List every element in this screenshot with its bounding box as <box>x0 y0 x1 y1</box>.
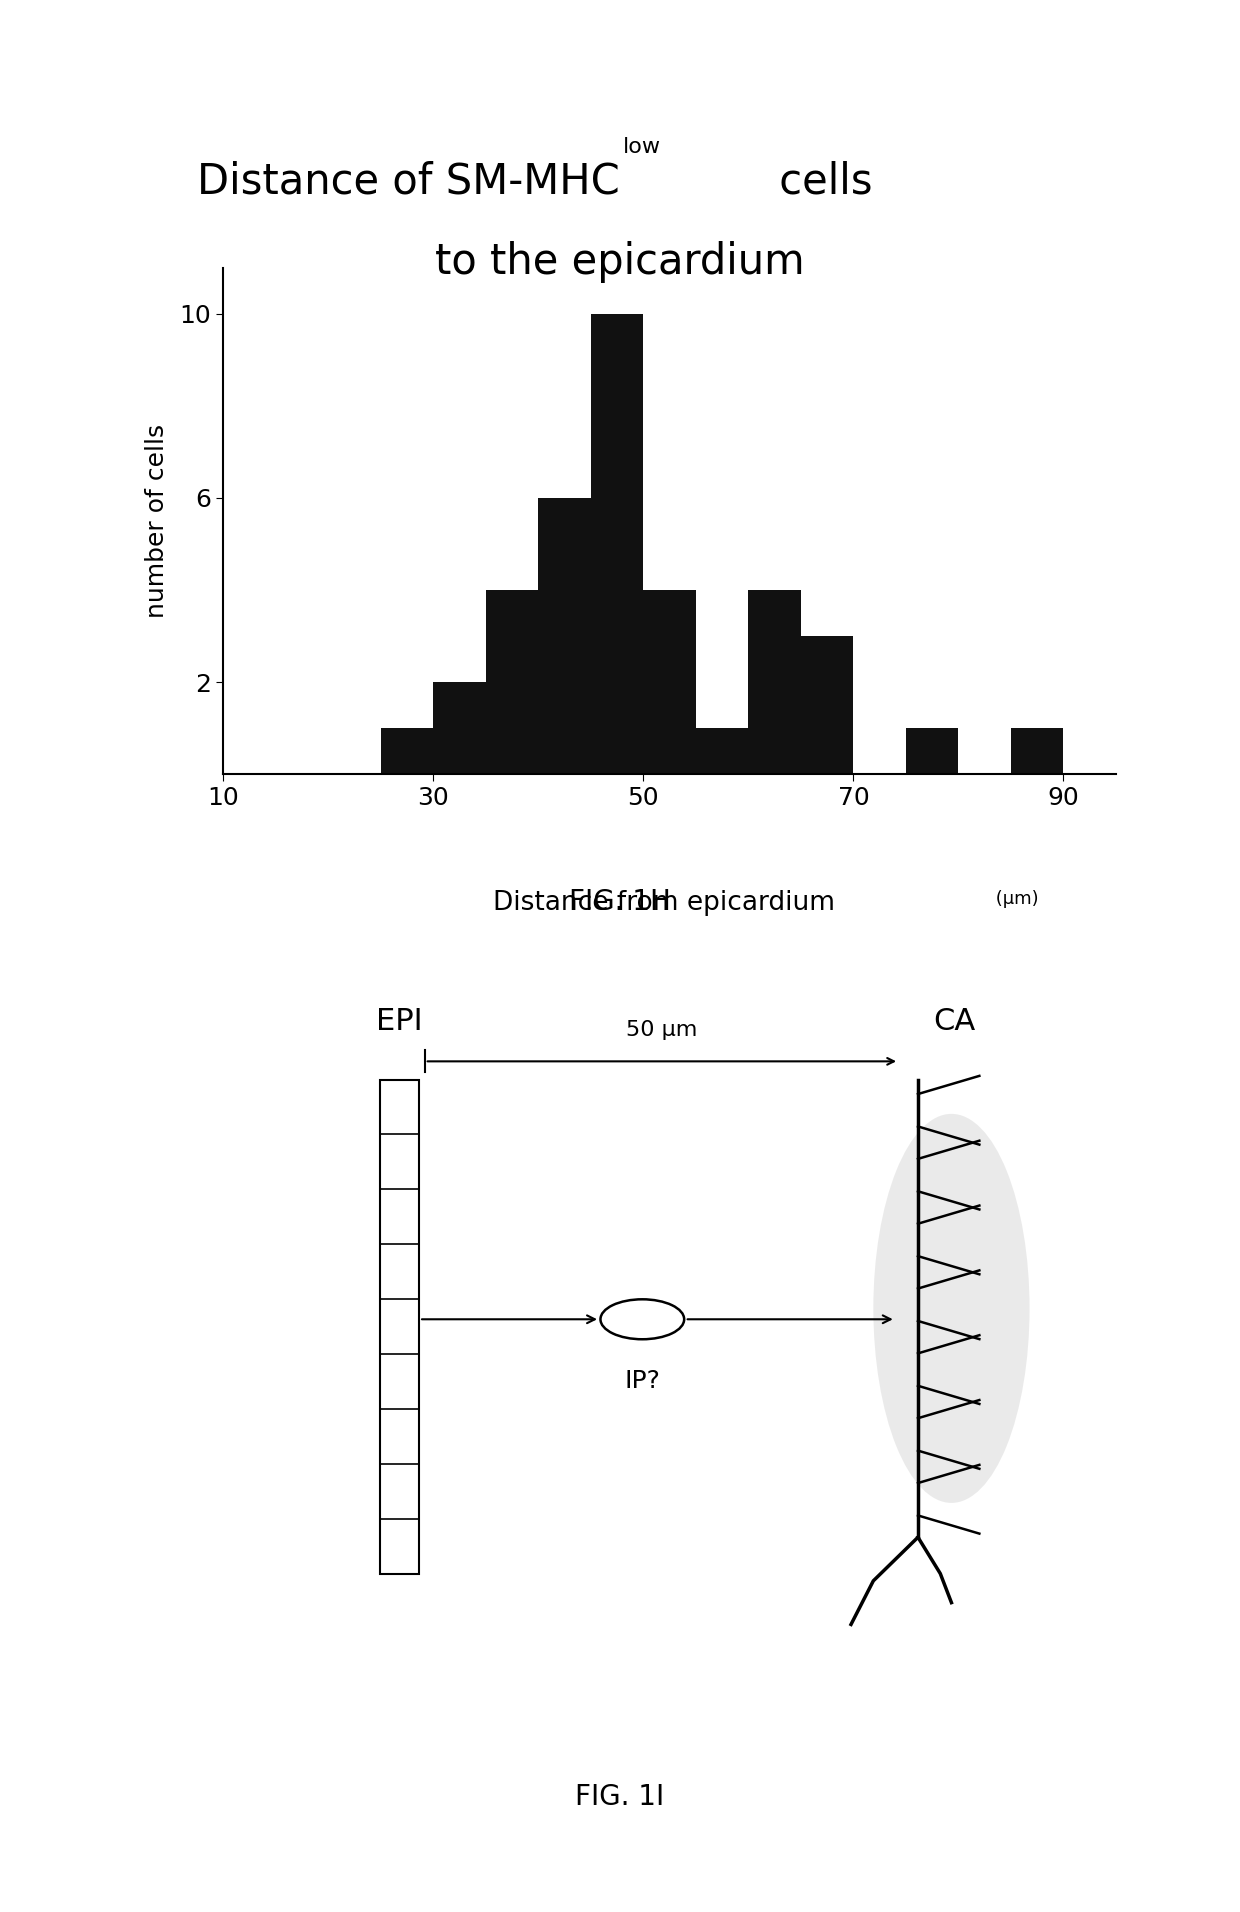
Bar <box>801 637 853 774</box>
Text: FIG. 1I: FIG. 1I <box>575 1784 665 1811</box>
Text: cells: cells <box>766 161 873 203</box>
Bar <box>749 591 801 774</box>
Text: EPI: EPI <box>376 1008 423 1036</box>
Bar <box>906 728 959 774</box>
Bar <box>486 591 538 774</box>
Text: (μm): (μm) <box>990 889 1039 908</box>
Text: low: low <box>622 138 661 157</box>
Text: Distance from epicardium: Distance from epicardium <box>494 889 836 916</box>
Text: to the epicardium: to the epicardium <box>435 241 805 283</box>
Text: Distance of SM-MHC: Distance of SM-MHC <box>197 161 620 203</box>
Bar <box>1011 728 1064 774</box>
Bar <box>590 314 644 774</box>
Ellipse shape <box>873 1115 1029 1503</box>
Bar <box>696 728 749 774</box>
Bar <box>381 1080 419 1574</box>
Text: FIG. 1H: FIG. 1H <box>569 889 671 916</box>
Bar <box>538 497 590 774</box>
Bar <box>644 591 696 774</box>
Text: CA: CA <box>934 1008 976 1036</box>
Bar <box>381 728 433 774</box>
Text: IP?: IP? <box>625 1369 660 1394</box>
Bar <box>433 683 486 774</box>
Y-axis label: number of cells: number of cells <box>145 424 169 618</box>
Text: 50 μm: 50 μm <box>626 1019 698 1040</box>
